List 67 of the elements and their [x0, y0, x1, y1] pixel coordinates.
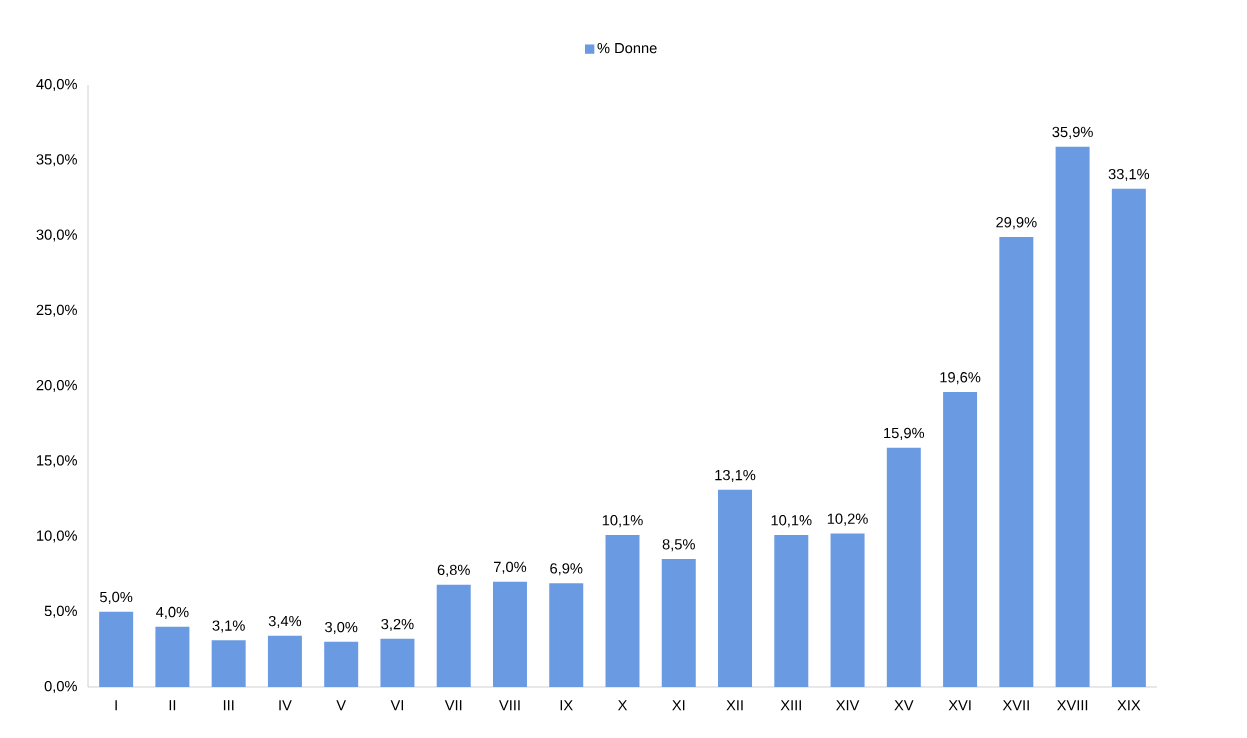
- data-label: 4,0%: [156, 606, 189, 619]
- bar: [492, 581, 527, 687]
- data-label: 33,1%: [1108, 168, 1150, 182]
- x-tick-label: VIII: [499, 700, 520, 711]
- x-tick-label: II: [169, 700, 176, 711]
- x-tick-label: XVI: [948, 700, 971, 711]
- data-label: 7,0%: [494, 561, 527, 574]
- bar: [886, 447, 921, 687]
- data-label: 10,2%: [827, 513, 868, 526]
- bar: [999, 237, 1034, 687]
- data-label: 3,0%: [325, 621, 358, 635]
- bar: [718, 489, 753, 687]
- x-tick-label: VI: [390, 700, 404, 711]
- x-tick-label: IX: [560, 700, 573, 711]
- data-label: 6,9%: [550, 563, 583, 576]
- data-label: 6,8%: [437, 564, 470, 577]
- y-tick-label: 30,0%: [36, 229, 77, 242]
- bar: [211, 640, 246, 687]
- x-tick-label: XIII: [780, 700, 801, 711]
- bar: [267, 635, 302, 687]
- bar: [155, 626, 190, 687]
- y-tick-label: 15,0%: [37, 455, 77, 468]
- y-tick-label: 25,0%: [36, 304, 77, 317]
- x-tick-label: XVII: [1002, 700, 1029, 711]
- y-tick-label: 35,0%: [36, 154, 77, 167]
- x-tick-label: XII: [726, 700, 743, 711]
- y-tick-label: 10,0%: [37, 530, 77, 543]
- x-tick-label: I: [115, 700, 117, 711]
- y-tick-label: 5,0%: [44, 605, 77, 618]
- x-tick-label: IV: [279, 700, 292, 711]
- bar: [774, 534, 809, 687]
- x-tick-label: V: [336, 700, 346, 711]
- bar: [1111, 188, 1146, 687]
- bar: [324, 641, 359, 687]
- x-tick-label: X: [617, 700, 628, 711]
- bar: [661, 559, 696, 687]
- x-tick-label: III: [223, 700, 234, 711]
- bar: [549, 583, 584, 687]
- legend-label: % Donne: [597, 42, 657, 54]
- x-tick-label: XVIII: [1057, 700, 1088, 711]
- data-label: 13,1%: [715, 469, 756, 483]
- x-tick-label: VII: [444, 700, 462, 711]
- bar: [99, 611, 134, 687]
- y-tick-label: 40,0%: [36, 78, 77, 92]
- data-label: 3,2%: [381, 618, 414, 632]
- data-label: 5,0%: [100, 591, 133, 604]
- data-label: 10,1%: [602, 515, 643, 528]
- bar: [830, 533, 865, 687]
- bar: [605, 534, 640, 687]
- data-label: 3,1%: [212, 620, 245, 633]
- data-label: 35,9%: [1052, 126, 1093, 139]
- bar: [943, 392, 978, 687]
- x-tick-label: XIV: [836, 700, 860, 711]
- y-tick-label: 20,0%: [36, 379, 77, 393]
- bar: [1055, 146, 1090, 687]
- data-label: 15,9%: [884, 427, 925, 440]
- data-label: 8,5%: [662, 539, 695, 552]
- data-label: 10,1%: [771, 515, 812, 528]
- y-tick-label: 0,0%: [44, 680, 77, 694]
- data-label: 29,9%: [996, 217, 1037, 230]
- x-tick-label: XV: [894, 700, 914, 711]
- bar: [436, 584, 471, 687]
- x-tick-label: XIX: [1117, 700, 1141, 711]
- bar: [380, 638, 415, 687]
- data-label: 3,4%: [268, 615, 302, 628]
- data-label: 19,6%: [940, 372, 981, 385]
- x-tick-label: XI: [672, 700, 685, 711]
